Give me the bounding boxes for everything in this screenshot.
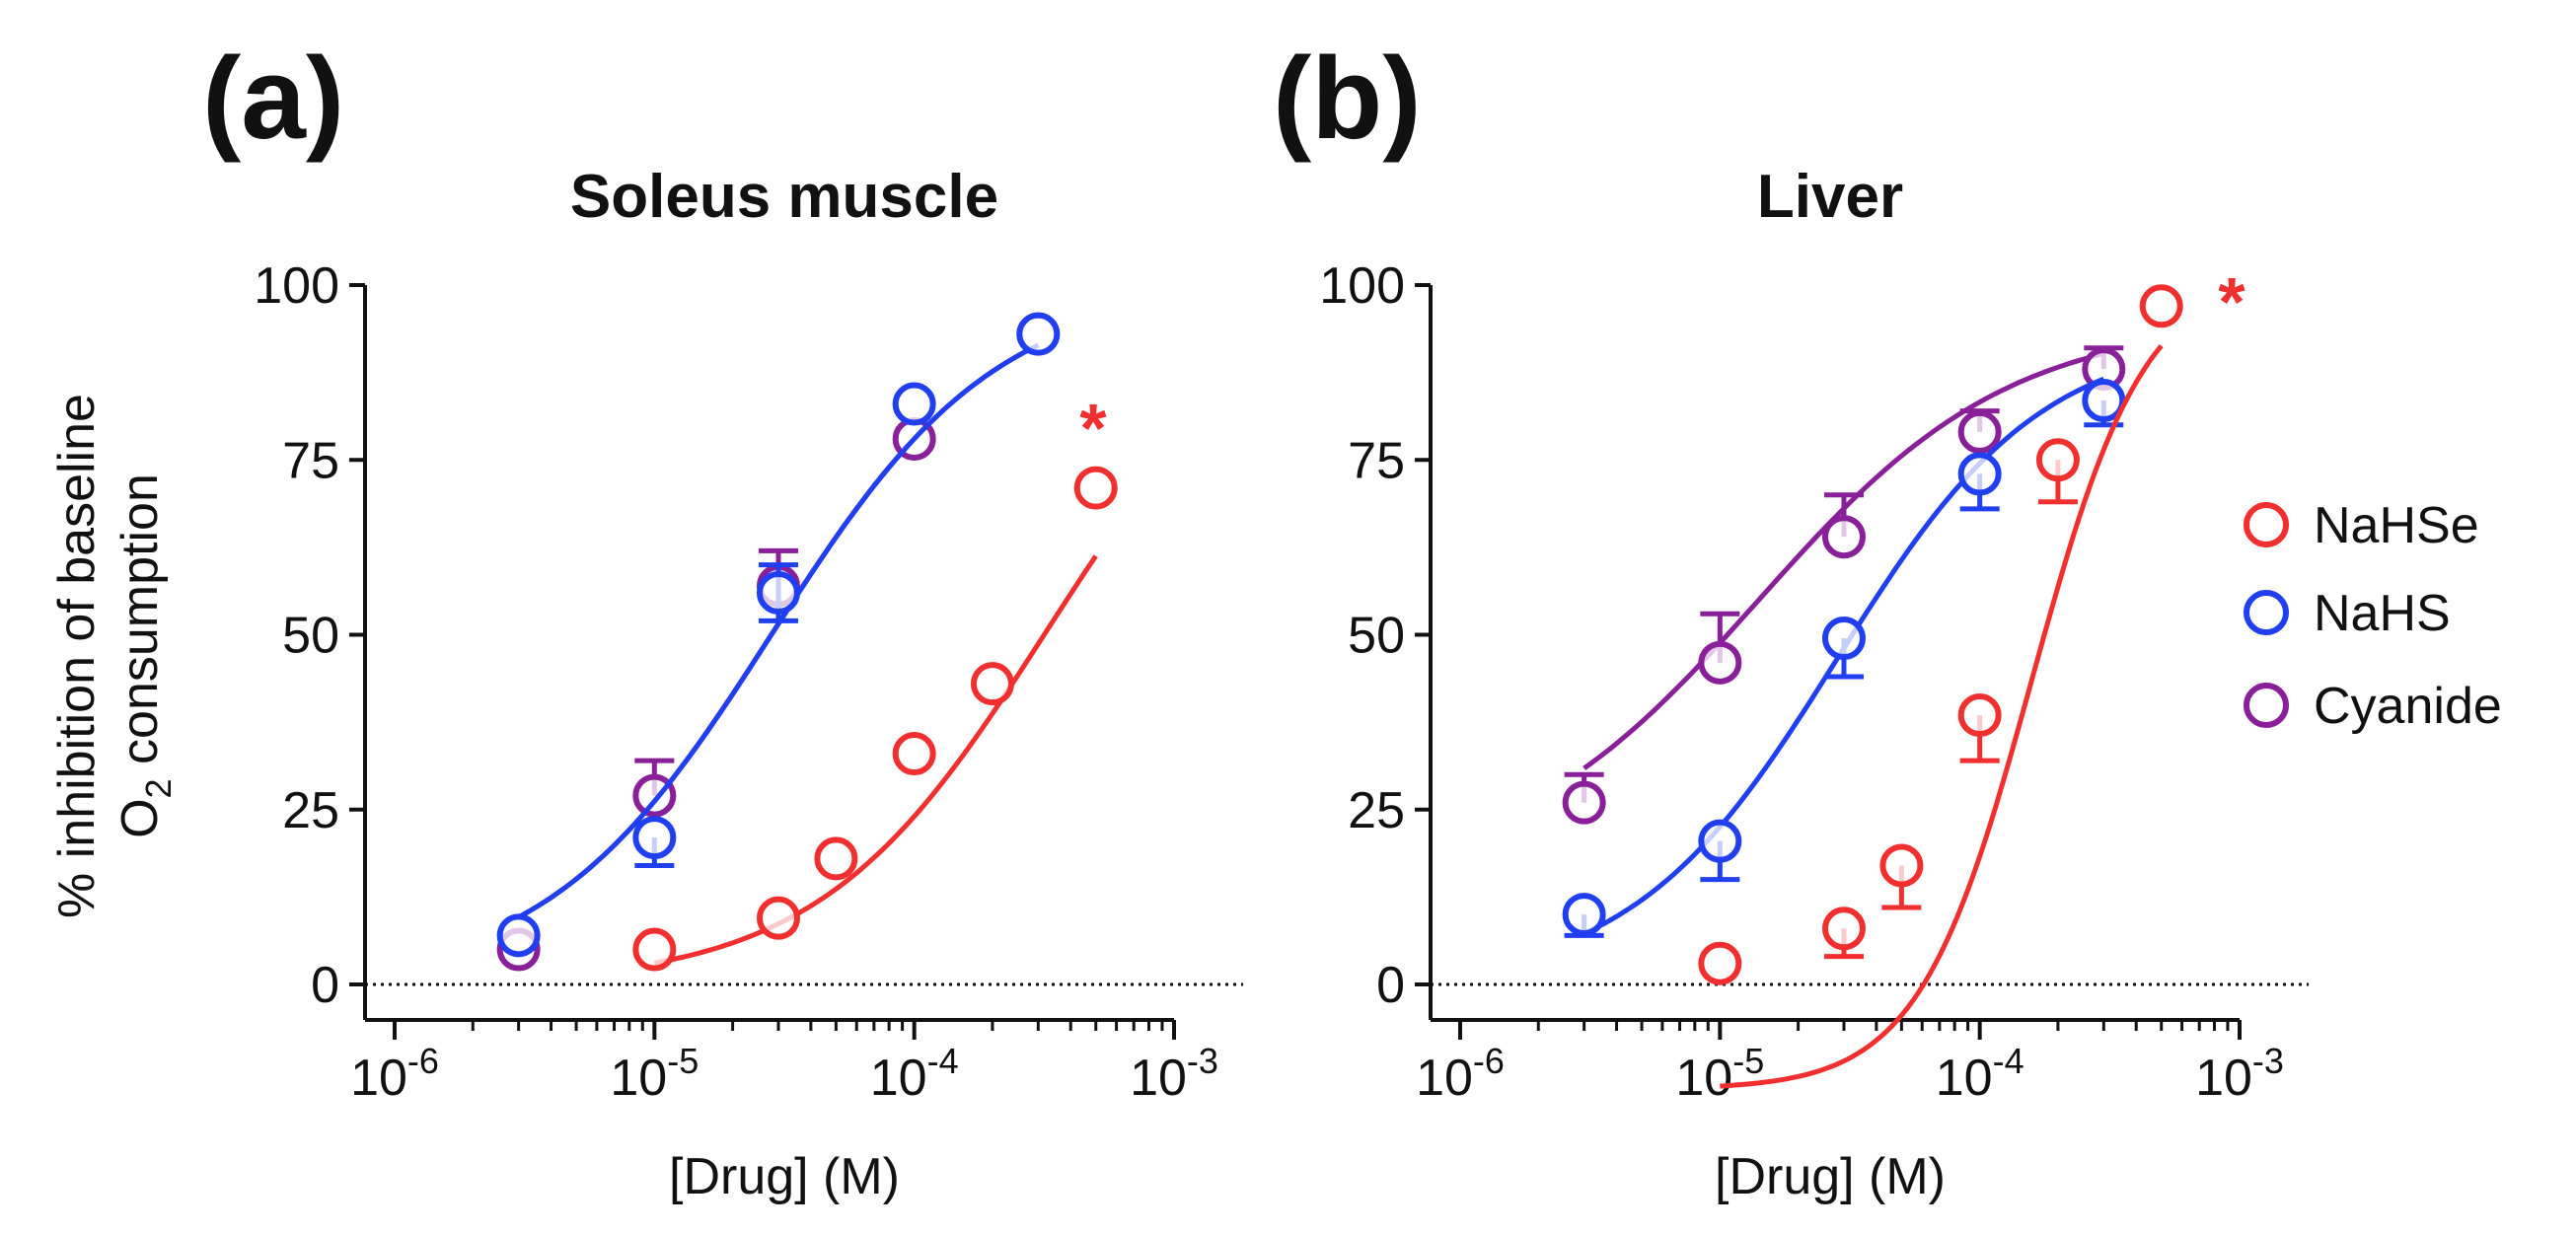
panel-b-point-nahs: [1821, 617, 1866, 661]
panel-b-y-tick-label: 25: [1348, 782, 1405, 839]
legend-label-nahse: NaHSe: [2314, 497, 2479, 554]
panel-a-y-tick-label: 0: [311, 957, 339, 1014]
panel-a-fit-curve-nahse: [653, 554, 1098, 966]
panel-b-x-tick-label: 10-6: [1416, 1041, 1505, 1107]
panel-b-series-nahs: [1562, 376, 2126, 938]
panel-b-point-cyanide: [1562, 780, 1606, 825]
y-axis-label-sub: 2: [138, 778, 179, 798]
panel-a-point-nahse: [1073, 466, 1118, 510]
y-axis-label: % inhibition of baseline O2 consumption: [48, 394, 179, 918]
legend-label-cyanide: Cyanide: [2314, 678, 2502, 735]
panel-b-plot: 0 25 50 75 100 10-6 10-5 10-4 10-3 *: [1319, 257, 2309, 1107]
legend-marker-nahse: [2244, 502, 2289, 547]
panel-a-point-nahse: [814, 836, 858, 881]
panel-a-y-tick-label: 75: [282, 432, 339, 489]
panel-a-point-nahs: [756, 570, 800, 615]
panel-a-plot: 0 25 50 75 100 10-6 10-5 10-4 10-3 *: [254, 257, 1243, 1107]
panel-b-xlabel: [Drug] (M): [1715, 1148, 1946, 1205]
panel-a-x-tick-label: 10-6: [350, 1041, 439, 1107]
legend: NaHSe NaHS Cyanide: [2244, 497, 2502, 735]
panel-b-y-tick-label: 50: [1348, 608, 1405, 665]
legend-label-nahs: NaHS: [2314, 585, 2451, 642]
panel-a-fit-curve-cyanide: [517, 342, 1040, 919]
panel-b-x-tick-label: 10-4: [1936, 1041, 2024, 1107]
panel-b-point-nahse: [1879, 843, 1924, 888]
panel-b-significance-star: *: [2218, 263, 2245, 340]
panel-b-point-nahs: [2082, 378, 2126, 422]
panel-a-point-nahse: [892, 732, 936, 776]
panel-a-point-nahs: [892, 382, 936, 426]
panel-b-point-cyanide: [1821, 515, 1866, 559]
panel-b-point-nahse: [1698, 941, 1742, 985]
panel-b-y-tick-label: 100: [1319, 257, 1405, 315]
legend-marker-cyanide: [2244, 683, 2289, 728]
panel-b-x-tick-label: 10-3: [2195, 1041, 2284, 1107]
panel-a-x-tick-label: 10-4: [870, 1041, 959, 1107]
panel-a-x-tick-label: 10-5: [610, 1041, 699, 1107]
y-axis-label-line1: % inhibition of baseline: [48, 394, 106, 918]
y-axis-label-o: O: [111, 798, 169, 837]
panel-b-y-tick-label: 0: [1376, 957, 1405, 1014]
panel-a-y-tick-label: 100: [254, 257, 339, 315]
panel-a-series-nahs: [496, 312, 1061, 958]
legend-marker-nahs: [2244, 590, 2289, 635]
y-axis-label-line2: O2 consumption: [111, 473, 179, 838]
y-axis-label-rest: consumption: [111, 473, 169, 778]
panel-b-point-cyanide: [1957, 409, 2002, 454]
panel-a-fit-curve-nahs: [517, 342, 1040, 919]
panel-b-point-nahse: [1957, 693, 2002, 738]
panel-b-point-nahse: [1821, 907, 1866, 951]
panel-b-series-nahse: [1698, 284, 2183, 1089]
panel-a-significance-star: *: [1079, 390, 1107, 467]
panel-b-fit-curve-nahse: [1720, 344, 2164, 1089]
panel-b-y-tick-label: 75: [1348, 432, 1405, 489]
panel-a-point-nahs: [1016, 312, 1061, 356]
panel-b-point-nahse: [2035, 438, 2080, 482]
panel-b-series-cyanide: [1562, 345, 2126, 825]
panel-a-y-tick-label: 25: [282, 782, 339, 839]
panel-b-letter: (b): [1273, 34, 1422, 164]
panel-b-point-nahs: [1698, 819, 1742, 863]
panel-b-point-nahse: [2139, 284, 2183, 328]
panel-b-x-tick-label: 10-5: [1675, 1041, 1764, 1107]
panel-a-point-nahse: [970, 662, 1014, 706]
panel-a-point-nahse: [756, 896, 800, 940]
panel-b-point-nahs: [1562, 893, 1606, 937]
panel-a-y-tick-label: 50: [282, 608, 339, 665]
panel-a-x-tick-label: 10-3: [1130, 1041, 1218, 1107]
panel-b-point-cyanide: [1698, 640, 1742, 685]
panel-a-title: Soleus muscle: [570, 163, 998, 231]
panel-a-point-nahs: [632, 816, 677, 860]
panel-b-title: Liver: [1757, 163, 1903, 231]
panel-a-point-nahs: [496, 913, 541, 958]
panel-a-letter: (a): [202, 34, 344, 164]
panel-b-point-nahs: [1957, 452, 2002, 496]
panel-a-series-nahse: [632, 466, 1118, 972]
panel-a-xlabel: [Drug] (M): [669, 1148, 900, 1205]
panel-a-point-nahse: [632, 927, 677, 972]
